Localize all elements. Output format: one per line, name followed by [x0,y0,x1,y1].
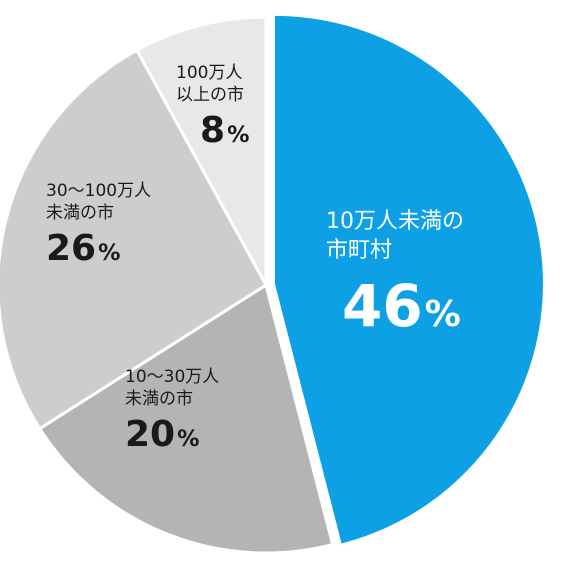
slice-label-line1: 10～30万人 [125,367,220,387]
slice-percent: 20% [125,414,200,456]
slice-label-line1: 100万人 [176,63,243,83]
slice-percent: 46% [342,272,461,341]
slice-label-under-100k: 10万人未満の 市町村 46% [326,208,464,345]
slice-under-100k [274,15,543,544]
slice-label-100k-300k: 10～30万人 未満の市 20% [125,366,219,459]
slice-over-1m [134,15,268,286]
slice-label-line2: 未満の市 [125,389,193,410]
slice-label-line2: 未満の市 [46,203,114,224]
slice-label-over-1m: 100万人 以上の市 8% [176,62,249,155]
slice-label-line1: 30～100万人 [46,181,152,201]
slice-percent: 26% [46,228,121,270]
slice-label-300k-1m: 30～100万人 未満の市 26% [46,180,151,273]
slice-300k-1m [0,48,268,431]
slice-label-line2: 市町村 [326,237,393,263]
slice-label-line1: 10万人未満の [326,209,464,234]
slice-percent: 8% [200,110,250,152]
slice-100k-300k [37,282,335,555]
slice-label-line2: 以上の市 [176,85,244,106]
